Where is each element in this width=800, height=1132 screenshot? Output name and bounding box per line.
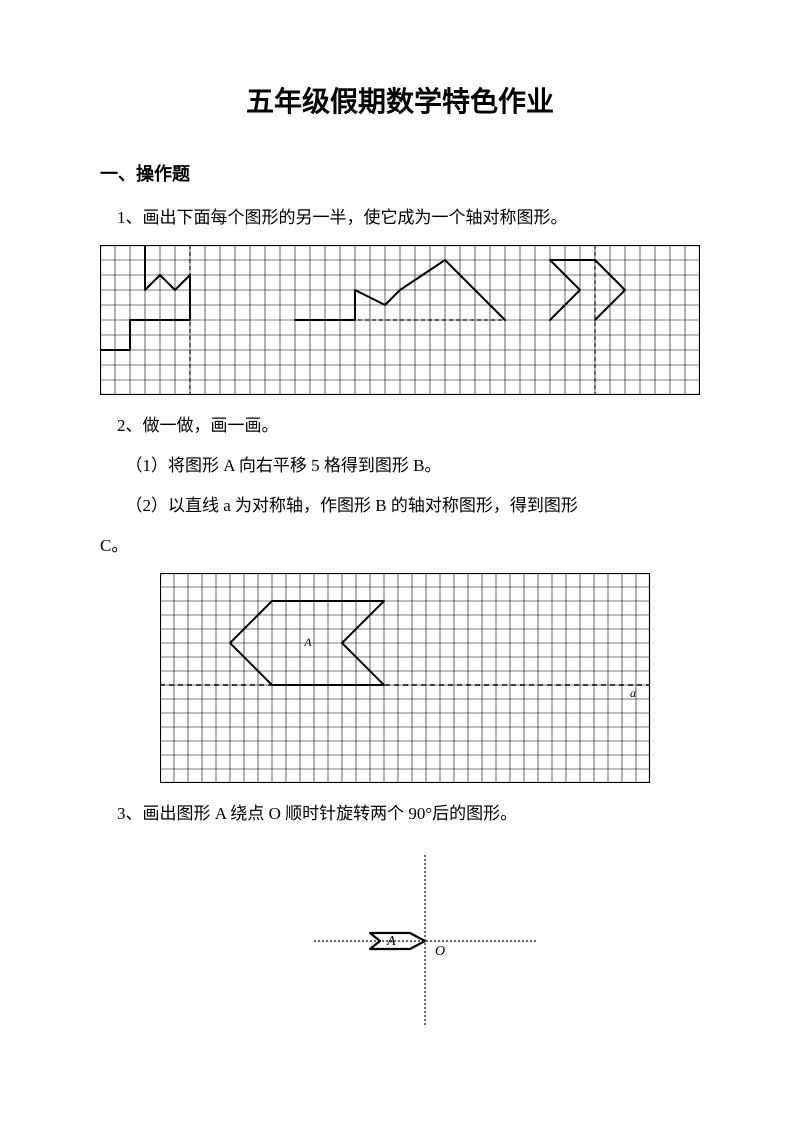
- svg-text:a: a: [630, 686, 636, 700]
- svg-text:A: A: [386, 934, 396, 949]
- figure-1: [100, 245, 700, 395]
- figure-3: OA: [280, 851, 700, 1031]
- question-2: 2、做一做，画一画。: [100, 409, 700, 443]
- figure-2: Aa: [160, 573, 700, 783]
- page-title: 五年级假期数学特色作业: [100, 80, 700, 120]
- question-2-c: C。: [100, 529, 700, 563]
- svg-text:A: A: [303, 635, 312, 649]
- question-2-1: （1）将图形 A 向右平移 5 格得到图形 B。: [100, 449, 700, 483]
- svg-text:O: O: [435, 944, 445, 959]
- section-heading: 一、操作题: [100, 160, 700, 186]
- question-3: 3、画出图形 A 绕点 O 顺时针旋转两个 90°后的图形。: [100, 797, 700, 831]
- question-2-2: （2）以直线 a 为对称轴，作图形 B 的轴对称图形，得到图形: [100, 489, 700, 523]
- question-1: 1、画出下面每个图形的另一半，使它成为一个轴对称图形。: [100, 201, 700, 235]
